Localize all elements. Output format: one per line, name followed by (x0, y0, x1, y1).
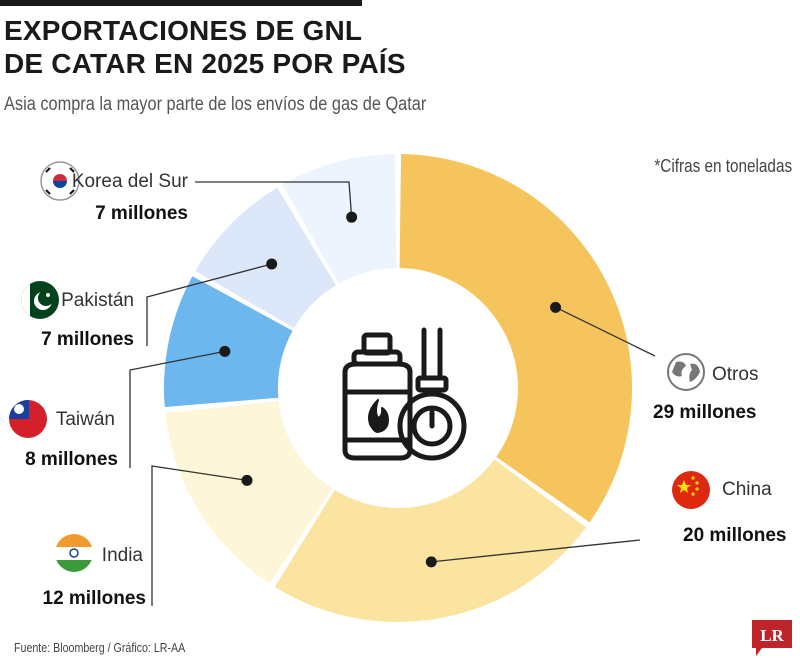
slice-name-label: Otros (712, 364, 758, 385)
leader-dot (241, 474, 253, 486)
slice-name-label: Taiwán (56, 409, 115, 430)
units-note: *Cifras en toneladas (654, 156, 792, 176)
leader-line (151, 465, 248, 606)
taiwan-flag-icon (9, 400, 47, 438)
chart-subtitle: Asia compra la mayor parte de los envíos… (4, 94, 427, 115)
slice-value-label: 8 millones (25, 449, 118, 470)
title-line-2: DE CATAR EN 2025 POR PAÍS (4, 48, 406, 79)
leader-line (146, 263, 272, 346)
leader-line (129, 350, 225, 468)
slice-name-label: Pakistán (61, 290, 134, 311)
donut-slice-taiw-n (164, 276, 293, 408)
gas-cylinder-icon (342, 327, 467, 461)
india-flag-icon (55, 534, 93, 572)
donut-slice-korea-del-sur (282, 154, 397, 284)
source-credit: Fuente: Bloomberg / Gráfico: LR-AA (14, 640, 186, 655)
leader-dot (266, 258, 278, 270)
slice-value-label: 7 millones (41, 329, 134, 350)
leader-line (431, 539, 641, 563)
leader-dot (425, 556, 437, 568)
donut-slice-china (274, 459, 587, 622)
slice-value-label: 29 millones (653, 402, 757, 423)
korea-flag-icon (40, 161, 80, 201)
leader-line (555, 306, 656, 357)
donut-slice-otros (399, 154, 632, 523)
donut-slice-india (165, 400, 333, 584)
lr-logo: LR (752, 620, 792, 656)
china-flag-icon (672, 471, 710, 509)
donut-slice-pakist-n (195, 187, 336, 328)
leader-lines (129, 181, 656, 606)
globe-icon (667, 353, 705, 391)
top-rule (0, 0, 362, 6)
chart-title: EXPORTACIONES DE GNL DE CATAR EN 2025 PO… (4, 14, 524, 80)
slice-name-label: China (722, 479, 772, 500)
lr-logo-text: LR (760, 626, 784, 645)
slice-name-label: Korea del Sur (72, 171, 189, 192)
leader-dot (219, 345, 231, 357)
slice-value-label: 12 millones (43, 588, 147, 609)
slice-value-label: 7 millones (95, 203, 188, 224)
title-line-1: EXPORTACIONES DE GNL (4, 15, 363, 46)
leader-dot (346, 211, 358, 223)
slice-name-label: India (102, 545, 144, 566)
donut-slices (164, 154, 632, 622)
slice-labels: Otros 29 millones China 20 millones India 12 … (25, 171, 786, 609)
leader-dot (550, 301, 562, 313)
slice-value-label: 20 millones (683, 525, 787, 546)
leader-line (195, 181, 353, 218)
pakistan-flag-icon (21, 281, 59, 319)
